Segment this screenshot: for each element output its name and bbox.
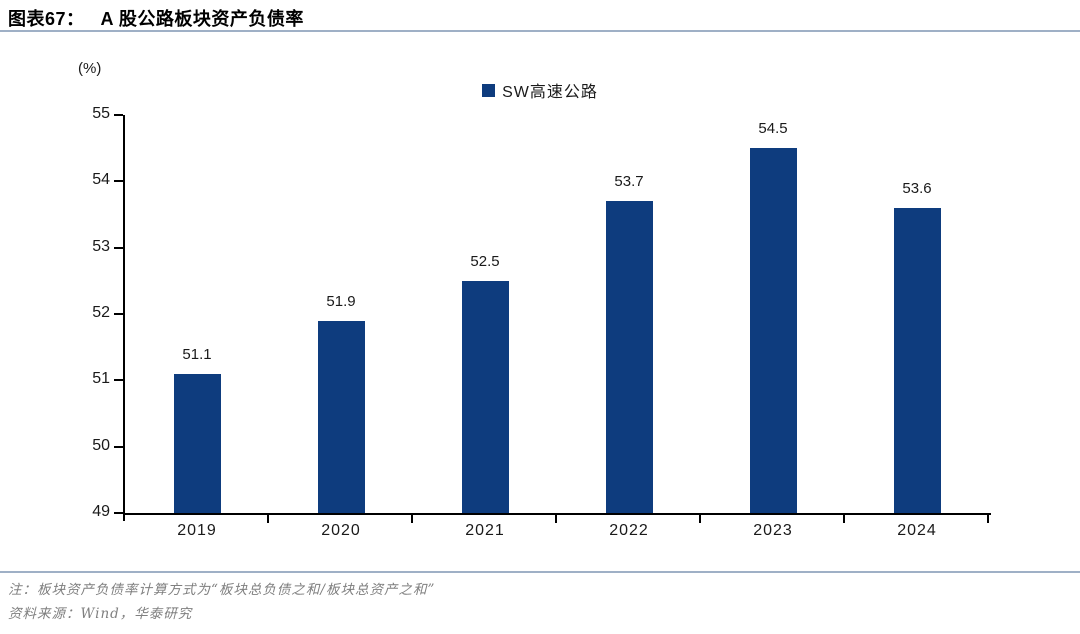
bar — [893, 207, 941, 513]
legend-series-label: SW高速公路 — [502, 84, 598, 101]
bar — [461, 280, 509, 513]
y-axis-tick — [114, 512, 123, 514]
x-axis-category-label: 2023 — [753, 522, 793, 539]
bar — [173, 373, 221, 513]
figure-name: A 股公路板块资产负债率 — [100, 9, 304, 29]
x-axis-category-label: 2021 — [465, 522, 505, 539]
bar — [749, 148, 797, 513]
y-axis-tick — [114, 313, 123, 315]
x-axis-category-label: 2022 — [609, 522, 649, 539]
bar-value-label: 53.7 — [614, 173, 644, 191]
y-axis-line — [123, 115, 125, 521]
chart-source: 资料来源：Wind，华泰研究 — [8, 606, 193, 622]
y-axis-tick-label: 50 — [92, 436, 110, 454]
bar — [317, 320, 365, 513]
y-axis-tick — [114, 445, 123, 448]
y-axis-tick-label: 49 — [92, 503, 110, 520]
legend-swatch-icon — [482, 83, 496, 97]
x-axis-line — [123, 513, 991, 515]
figure-title: 图表67： A 股公路板块资产负债率 — [8, 5, 304, 31]
plot-area: 49 50 51 52 53 54 55 51.1 2019 51.9 2020 52.5 2021 53… — [92, 105, 991, 539]
y-axis-tick-label: 51 — [92, 370, 110, 388]
bar — [605, 201, 653, 513]
legend: SW高速公路 — [0, 78, 1080, 102]
chart-note: 注：板块资产负债率计算方式为“板块总负债之和/板块总资产之和” — [8, 582, 436, 598]
bar-value-label: 54.5 — [758, 120, 788, 138]
bar-value-label: 51.9 — [326, 292, 356, 310]
x-axis-tick — [987, 513, 989, 523]
y-axis-tick — [114, 379, 123, 382]
bar-value-label: 51.1 — [182, 345, 212, 363]
x-axis-tick — [555, 513, 557, 523]
y-axis-tick — [114, 246, 123, 249]
y-axis-tick — [114, 180, 123, 183]
x-axis-tick — [411, 513, 413, 523]
y-axis-tick-label: 52 — [92, 304, 110, 321]
title-separator — [0, 30, 1080, 32]
y-axis-tick-label: 54 — [92, 171, 110, 189]
x-axis-tick — [267, 513, 269, 523]
footer-separator — [0, 571, 1080, 573]
bar-value-label: 53.6 — [902, 179, 932, 197]
y-axis-tick — [114, 114, 123, 116]
figure-number: 图表67： — [8, 9, 85, 29]
y-axis-tick-label: 53 — [92, 237, 110, 255]
x-axis-tick — [843, 513, 845, 523]
x-axis-tick — [699, 513, 701, 523]
x-axis-category-label: 2024 — [897, 522, 937, 539]
y-axis-tick-label: 55 — [92, 105, 110, 122]
x-axis-category-label: 2020 — [321, 522, 361, 539]
bar-value-label: 52.5 — [470, 252, 500, 270]
y-axis-unit-label: (%) — [78, 60, 102, 77]
x-axis-category-label: 2019 — [177, 522, 217, 539]
